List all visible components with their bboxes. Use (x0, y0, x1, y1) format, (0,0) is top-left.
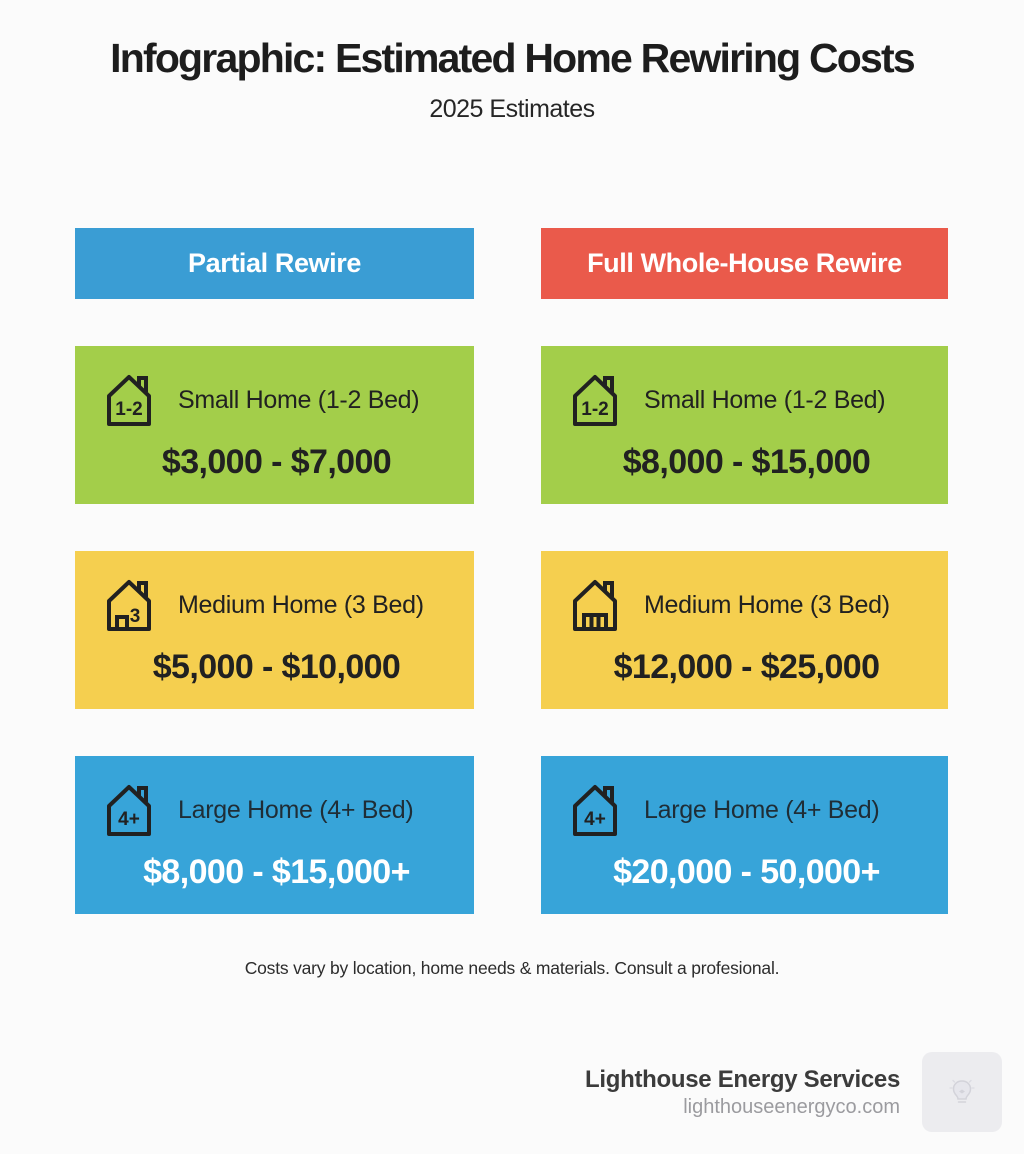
card-price: $3,000 - $7,000 (161, 442, 392, 481)
house-garage-icon (573, 579, 617, 631)
card-label: Large Home (4+ Bed) (178, 796, 414, 825)
svg-text:3: 3 (130, 606, 141, 627)
card-header-row: 1-2 Small Home (1-2 Bed) (97, 368, 456, 434)
card-price: $5,000 - $10,000 (152, 647, 401, 686)
house-1-2-icon: 1-2 (573, 374, 617, 426)
page-subtitle: 2025 Estimates (429, 94, 595, 123)
svg-text:4+: 4+ (118, 809, 140, 830)
house-4-plus-icon: 4+ (107, 784, 151, 836)
card-partial-small-home: 1-2 Small Home (1-2 Bed) $3,000 - $7,000 (75, 345, 474, 504)
card-full-medium-home: Medium Home (3 Bed) $12,000 - $25,000 (541, 550, 948, 709)
footer-website: lighthouseenergyco.com (683, 1095, 900, 1118)
column-header-full-rewire: Full Whole-House Rewire (541, 227, 948, 299)
card-partial-large-home: 4+ Large Home (4+ Bed) $8,000 - $15,000+ (75, 755, 474, 914)
card-label: Small Home (1-2 Bed) (178, 386, 420, 415)
card-price: $8,000 - $15,000+ (143, 852, 410, 891)
column-header-partial-rewire: Partial Rewire (75, 227, 474, 299)
card-header-row: Medium Home (3 Bed) (563, 573, 930, 639)
card-label: Medium Home (3 Bed) (178, 591, 424, 620)
footer-brand-name: Lighthouse Energy Services (585, 1065, 900, 1093)
card-label: Medium Home (3 Bed) (644, 591, 890, 620)
card-price: $20,000 - 50,000+ (613, 852, 880, 891)
card-label: Small Home (1-2 Bed) (644, 386, 886, 415)
card-header-row: 4+ Large Home (4+ Bed) (563, 778, 930, 844)
card-full-large-home: 4+ Large Home (4+ Bed) $20,000 - 50,000+ (541, 755, 948, 914)
house-1-2-icon: 1-2 (107, 374, 151, 426)
card-partial-medium-home: 3 Medium Home (3 Bed) $5,000 - $10,000 (75, 550, 474, 709)
card-price: $8,000 - $15,000 (622, 442, 871, 481)
card-price: $12,000 - $25,000 (613, 647, 880, 686)
footer-text-block: Lighthouse Energy Services lighthouseene… (585, 1066, 900, 1119)
page-title: Infographic: Estimated Home Rewiring Cos… (110, 35, 916, 81)
card-header-row: 3 Medium Home (3 Bed) (97, 573, 456, 639)
card-label: Large Home (4+ Bed) (644, 796, 880, 825)
brand-logo (922, 1052, 1002, 1132)
card-header-row: 4+ Large Home (4+ Bed) (97, 778, 456, 844)
house-4-plus-icon: 4+ (573, 784, 617, 836)
footer: Lighthouse Energy Services lighthouseene… (585, 1052, 1002, 1132)
lightbulb-icon (949, 1079, 975, 1103)
pricing-grid: Partial Rewire Full Whole-House Rewire 1… (75, 227, 1024, 914)
card-full-small-home: 1-2 Small Home (1-2 Bed) $8,000 - $15,00… (541, 345, 948, 504)
svg-text:1-2: 1-2 (581, 399, 608, 420)
svg-text:1-2: 1-2 (115, 399, 142, 420)
house-3-door-icon: 3 (107, 579, 151, 631)
card-header-row: 1-2 Small Home (1-2 Bed) (563, 368, 930, 434)
disclaimer-text: Costs vary by location, home needs & mat… (244, 957, 780, 978)
svg-text:4+: 4+ (584, 809, 606, 830)
